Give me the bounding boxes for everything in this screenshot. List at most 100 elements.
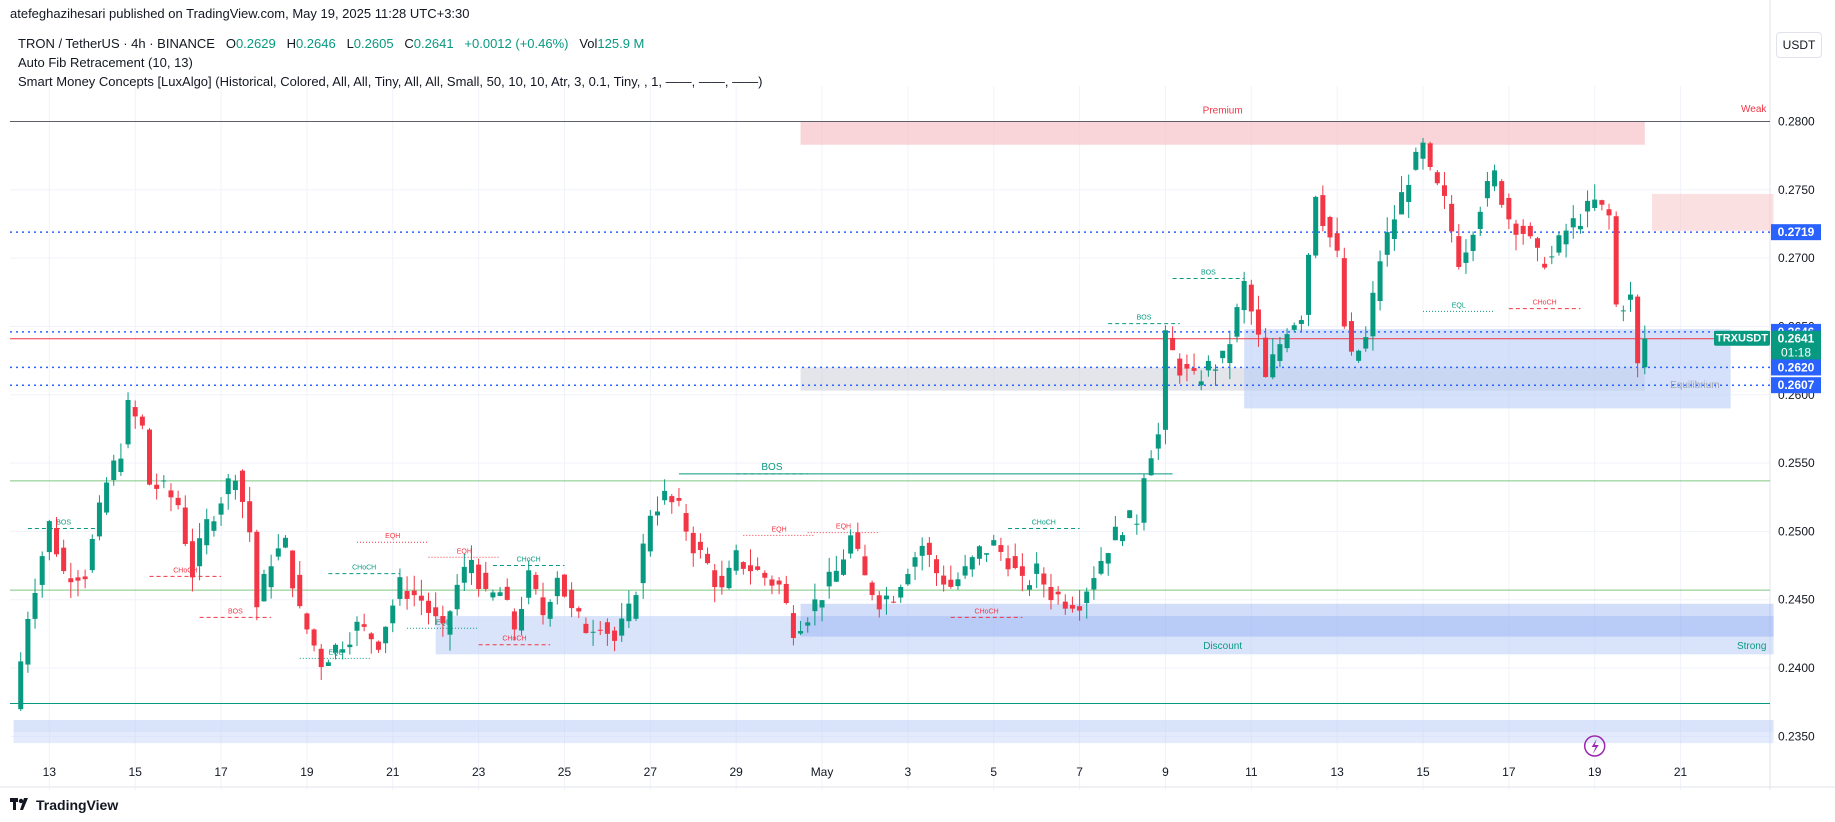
equilibrium-label: Equilibrium: [1670, 380, 1719, 391]
time-axis[interactable]: 13 15 17 19 21 23 25 27 29 May 3 5 7 9 11 13 15 17 19 21: [43, 765, 1688, 779]
candle-body: [225, 478, 231, 495]
x-tick-label: 5: [990, 765, 997, 779]
indicator-fib[interactable]: Auto Fib Retracement (10, 13): [18, 55, 193, 70]
structure-label: CHoCH: [1533, 300, 1557, 307]
candle-body: [547, 601, 553, 619]
y-tick-label: 0.2550: [1778, 456, 1815, 470]
candle-body: [397, 577, 403, 599]
lightning-bolt: [1591, 739, 1599, 754]
candle-body: [254, 531, 260, 608]
candle-body: [883, 595, 889, 600]
price-axis[interactable]: 0.23500.24000.24500.25000.25500.26000.26…: [1778, 114, 1815, 743]
candle-body: [1155, 434, 1161, 449]
candle-body: [1406, 184, 1412, 202]
currency-button[interactable]: USDT: [1776, 32, 1822, 58]
candle-body: [926, 542, 932, 555]
candle-body: [998, 545, 1004, 552]
candle-body: [1270, 354, 1276, 378]
demand-zone-upper: [1244, 329, 1731, 409]
candle-body: [1506, 197, 1512, 220]
candle-body: [776, 580, 782, 585]
candle-body: [1084, 591, 1090, 604]
candle-body: [333, 644, 339, 653]
candle-body: [833, 570, 839, 582]
candle-body: [304, 613, 310, 630]
candle-body: [1377, 261, 1383, 302]
candle-body: [1356, 350, 1362, 361]
candle-body: [1577, 225, 1583, 230]
x-tick-label: 29: [729, 765, 743, 779]
candle-body: [1348, 321, 1354, 352]
candle-body: [1427, 143, 1433, 167]
y-tick-label: 0.2750: [1778, 183, 1815, 197]
candle-body: [1291, 325, 1297, 330]
structure-label: EQL: [1452, 302, 1466, 309]
candle-body: [1019, 566, 1025, 576]
candle-body: [325, 662, 331, 666]
candle-body: [1255, 309, 1261, 335]
candle-body: [1170, 337, 1176, 351]
candle-body: [705, 553, 711, 564]
candle-body: [504, 586, 510, 600]
candle-body: [1363, 337, 1369, 349]
candle-body: [468, 559, 474, 574]
candle-body: [712, 570, 718, 588]
candle-body: [533, 574, 539, 590]
candle-body: [118, 458, 124, 473]
candle-body: [1413, 151, 1419, 170]
candle-body: [984, 553, 990, 555]
candle-body: [1327, 217, 1333, 238]
candle-body: [175, 497, 181, 506]
demand-zone-bottom2: [13, 732, 1774, 744]
indicator-smc[interactable]: Smart Money Concepts [LuxAlgo] (Historic…: [18, 74, 763, 89]
symbol-title[interactable]: TRON / TetherUS · 4h · BINANCE: [18, 36, 215, 51]
candle-body: [1477, 211, 1483, 229]
x-tick-label: 13: [1330, 765, 1344, 779]
candle-body: [418, 595, 424, 601]
candle-body: [1012, 556, 1018, 568]
structure-label: BOS: [1137, 315, 1152, 322]
footer-brand[interactable]: TradingView: [10, 797, 118, 813]
candle-body: [840, 559, 846, 575]
candle-body: [876, 595, 882, 610]
candle-body: [275, 548, 281, 557]
candle-body: [526, 570, 532, 598]
candle-body: [798, 631, 804, 634]
candle-body: [18, 661, 24, 710]
footer-brand-label: TradingView: [36, 797, 119, 813]
candle-body: [1627, 294, 1633, 300]
candle-body: [719, 575, 725, 588]
candle-body: [1177, 358, 1183, 376]
price-chart[interactable]: Premium Discount Equilibrium Weak Strong BOS…: [0, 0, 1835, 790]
x-tick-label: 17: [214, 765, 228, 779]
candle-body: [1191, 368, 1197, 371]
candle-body: [1642, 338, 1648, 368]
candle-body: [690, 532, 696, 554]
candle-body: [1120, 535, 1126, 542]
candle-body: [476, 564, 482, 590]
candle-body: [147, 429, 153, 485]
change-value: +0.0012 (+0.46%): [464, 36, 569, 51]
candle-body: [905, 574, 911, 585]
candle-body: [311, 629, 317, 646]
demand-zone-bottom: [13, 719, 1774, 733]
candle-body: [411, 590, 417, 596]
candle-body: [1105, 553, 1111, 564]
y-tick-label: 0.2500: [1778, 524, 1815, 538]
candle-body: [1613, 216, 1619, 305]
candle-body: [819, 600, 825, 608]
candle-body: [991, 540, 997, 546]
candle-body: [240, 470, 246, 502]
candle-body: [1606, 209, 1612, 216]
candle-body: [1127, 510, 1133, 519]
candle-body: [82, 576, 88, 580]
candle-body: [755, 566, 761, 570]
candle-body: [676, 498, 682, 501]
structure-label: BOS: [56, 520, 71, 527]
candle-body: [647, 515, 653, 552]
candle-body: [497, 592, 503, 596]
candle-body: [783, 583, 789, 604]
candle-body: [697, 541, 703, 550]
candle-body: [1198, 381, 1204, 386]
candle-body: [189, 541, 195, 578]
